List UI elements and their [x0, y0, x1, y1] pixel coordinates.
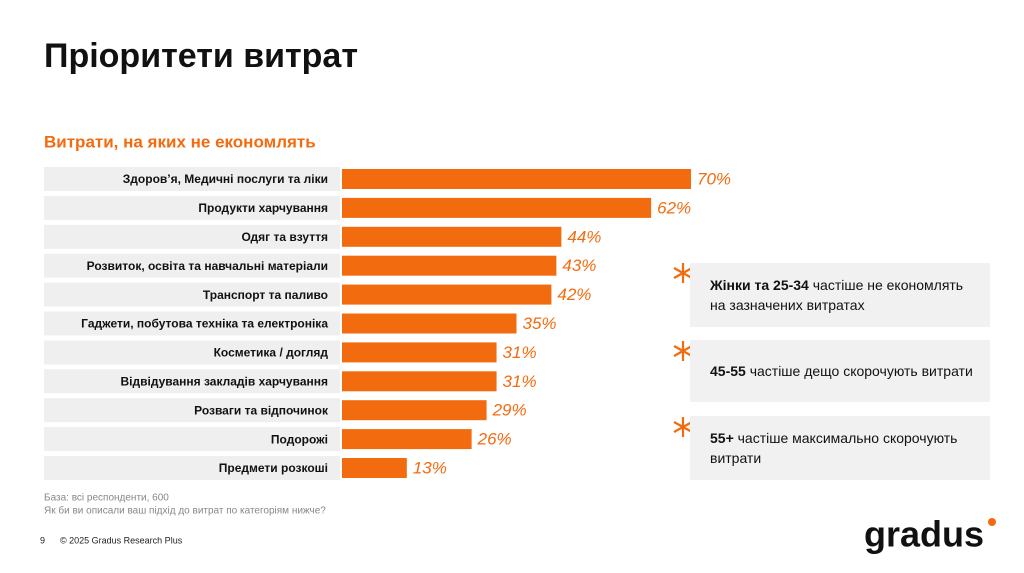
chart-title: Витрати, на яких не економлять [44, 132, 316, 151]
row-band [44, 427, 340, 452]
row-band [44, 456, 340, 480]
bar [342, 197, 652, 218]
note-bold: Жінки та 25-34 [710, 277, 809, 293]
row-band [44, 311, 340, 336]
value-label: 26% [477, 430, 512, 449]
note-bold: 45-55 [710, 363, 746, 379]
note-bold: 55+ [710, 430, 734, 446]
category-label: Транспорт та паливо [203, 288, 328, 302]
page-number: 9 [40, 535, 45, 545]
asterisks [673, 263, 693, 437]
value-label: 31% [503, 343, 537, 362]
bar [342, 371, 497, 392]
row-band [44, 282, 340, 307]
value-label: 29% [492, 401, 527, 420]
bar [342, 169, 691, 189]
bar [342, 342, 497, 363]
value-label: 70% [697, 169, 731, 188]
category-label: Продукти харчування [198, 201, 328, 215]
category-label: Здоров’я, Медичні послуги та ліки [123, 172, 328, 186]
row-band [44, 253, 340, 278]
value-label: 62% [657, 198, 691, 217]
category-label: Подорожі [271, 432, 328, 446]
value-label: 13% [413, 458, 447, 477]
row-band [44, 195, 340, 220]
bar [342, 255, 557, 276]
row-band [44, 369, 340, 394]
category-label: Розвиток, освіта та навчальні матеріали [87, 259, 328, 273]
bar [342, 313, 517, 334]
value-label: 42% [557, 285, 591, 304]
copyright: © 2025 Gradus Research Plus [60, 535, 183, 545]
row-band [44, 224, 340, 249]
footnote: База: всі респонденти, 600 [44, 493, 169, 504]
note-text: частіше не економлять на зазначених витр… [710, 277, 964, 313]
row-band [44, 398, 340, 423]
row-band [44, 340, 340, 365]
category-label: Одяг та взуття [242, 230, 329, 244]
value-label: 35% [523, 314, 557, 333]
value-label: 31% [503, 372, 537, 391]
category-label: Відвідування закладів харчування [121, 374, 329, 388]
note: Жінки та 25-34 частіше не економлять на … [690, 263, 990, 327]
row-band [44, 167, 340, 191]
note-text: частіше максимально скорочують витрати [710, 430, 958, 466]
footnote: Як би ви описали ваш підхід до витрат по… [44, 505, 326, 517]
slide-title: Пріоритети витрат [44, 37, 358, 75]
note: 55+ частіше максимально скорочують витра… [690, 416, 990, 480]
note: 45-55 частіше дещо скорочують витрати [690, 340, 990, 402]
category-label: Розваги та відпочинок [194, 403, 329, 417]
bar [342, 226, 562, 247]
bar [342, 400, 487, 421]
category-label: Гаджети, побутова техніка та електроніка [81, 317, 328, 331]
logo-dot [988, 518, 996, 526]
value-label: 44% [567, 227, 601, 246]
value-label: 43% [562, 256, 596, 275]
logo: gradus [864, 514, 984, 555]
category-label: Предмети розкоші [219, 461, 328, 475]
bar [342, 429, 472, 450]
bar [342, 284, 552, 305]
note-text: частіше дещо скорочують витрати [745, 363, 973, 379]
bar [342, 458, 407, 478]
category-label: Косметика / догляд [214, 346, 329, 360]
